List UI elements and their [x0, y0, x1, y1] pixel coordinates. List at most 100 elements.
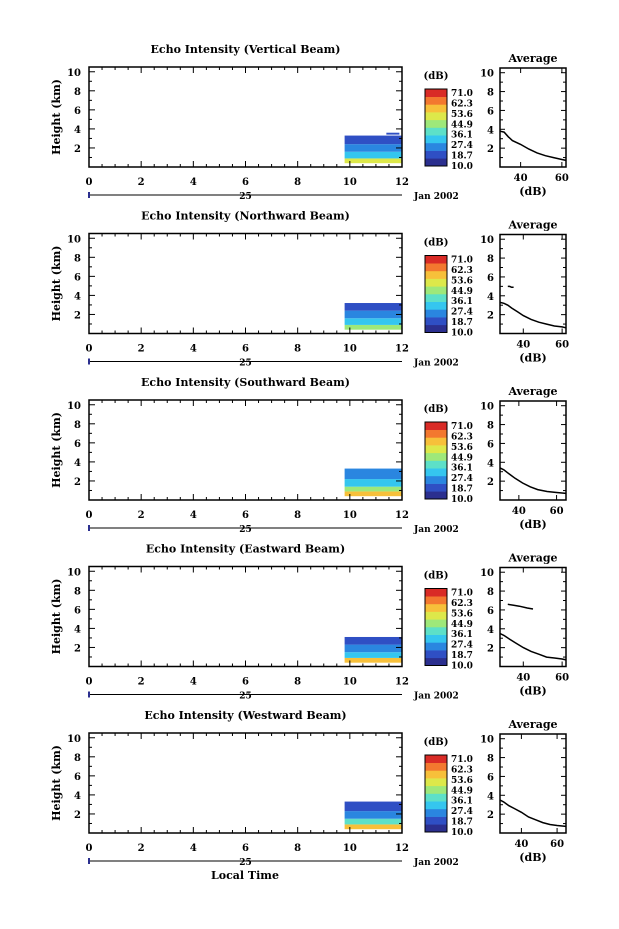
- colorbar-segment: [425, 824, 447, 833]
- colorbar-segment: [425, 491, 447, 500]
- x-tick-label: 10: [343, 677, 357, 688]
- profile-x-label: (dB): [519, 518, 546, 531]
- y-tick-label: 8: [74, 420, 81, 431]
- x-tick-label: 10: [343, 843, 357, 854]
- colorbar-segment: [425, 475, 447, 484]
- panel-title: Echo Intensity (Northward Beam): [141, 210, 350, 223]
- colorbar-tick-label: 71.0: [451, 589, 473, 599]
- colorbar-tick-label: 71.0: [451, 422, 473, 432]
- profile-frame: [499, 233, 567, 335]
- heatmap-cell: [344, 818, 402, 825]
- colorbar-tick-label: 62.3: [451, 432, 473, 442]
- colorbar-segment: [425, 452, 447, 461]
- beam-panel: Echo Intensity (Vertical Beam) 0 2 4 6 8 10 12 2…: [50, 43, 569, 202]
- y-tick-label: 4: [74, 291, 81, 302]
- day-label: 25: [239, 692, 252, 702]
- x-tick-label: 4: [190, 510, 197, 521]
- x-tick-label: 8: [294, 344, 301, 355]
- colorbar-segment: [425, 650, 447, 659]
- profile-title: Average: [507, 552, 557, 565]
- x-tick-label: 2: [138, 344, 145, 355]
- colorbar-tick-label: 44.9: [451, 620, 473, 630]
- profile-y-tick-label: 6: [487, 273, 494, 284]
- x-tick-label: 2: [138, 510, 145, 521]
- y-tick-label: 8: [74, 753, 81, 764]
- profile-title: Average: [507, 52, 557, 65]
- profile-x-tick-label: 60: [550, 506, 564, 517]
- x-tick-label: 0: [86, 677, 93, 688]
- colorbar-segment: [425, 437, 447, 446]
- date-label: Jan 2002: [413, 192, 459, 202]
- x-tick-label: 12: [395, 510, 409, 521]
- heatmap-cell: [344, 135, 402, 145]
- colorbar-unit: (dB): [424, 71, 449, 82]
- profile-y-tick-label: 10: [480, 69, 494, 80]
- y-tick-label: 4: [74, 125, 81, 136]
- colorbar-tick-label: 71.0: [451, 755, 473, 765]
- profile-frame: [499, 566, 567, 668]
- x-tick-label: 4: [190, 677, 197, 688]
- colorbar-tick-label: 10.0: [451, 662, 473, 672]
- panel-title: Echo Intensity (Vertical Beam): [150, 43, 340, 56]
- colorbar-segment: [425, 89, 447, 97]
- y-tick-label: 10: [67, 401, 81, 412]
- profile-x-tick-label: 40: [516, 340, 530, 351]
- day-label: 25: [239, 858, 252, 868]
- profile-x-tick-label: 40: [514, 839, 528, 850]
- colorbar-segment: [425, 801, 447, 810]
- x-tick-label: 8: [294, 510, 301, 521]
- colorbar-tick-label: 27.4: [451, 141, 473, 151]
- heatmap-cell: [344, 479, 402, 487]
- profile-y-tick-label: 4: [487, 125, 494, 136]
- profile-y-tick-label: 10: [480, 235, 494, 246]
- colorbar-frame: [424, 588, 448, 666]
- x-tick-label: 0: [86, 177, 93, 188]
- colorbar-segment: [425, 324, 447, 333]
- profile-y-tick-label: 10: [480, 402, 494, 413]
- colorbar-unit: (dB): [424, 571, 449, 582]
- colorbar-tick-label: 53.6: [451, 276, 473, 286]
- colorbar-segment: [425, 793, 447, 802]
- heatmap-cell: [344, 468, 402, 480]
- colorbar-tick-label: 27.4: [451, 641, 473, 651]
- profile-frame: [499, 67, 567, 168]
- heatmap-cell: [344, 151, 402, 159]
- profile-line: [499, 467, 567, 495]
- colorbar-segment: [425, 96, 447, 105]
- x-tick-label: 2: [138, 843, 145, 854]
- colorbar-segment: [425, 627, 447, 635]
- y-tick-label: 2: [74, 810, 81, 821]
- profile-y-tick-label: 8: [487, 587, 494, 598]
- y-tick-label: 6: [74, 439, 81, 450]
- profile-title: Average: [507, 219, 557, 232]
- x-tick-label: 6: [242, 510, 249, 521]
- profile-y-tick-label: 2: [487, 477, 494, 488]
- colorbar-segment: [425, 286, 447, 295]
- profile-x-label: (dB): [519, 352, 546, 365]
- colorbar-segment: [425, 778, 447, 787]
- colorbar-segment: [425, 104, 447, 113]
- y-tick-label: 8: [74, 253, 81, 264]
- x-tick-label: 12: [395, 677, 409, 688]
- colorbar-tick-label: 71.0: [451, 256, 473, 266]
- x-tick-label: 8: [294, 843, 301, 854]
- heatmap-cell: [344, 657, 402, 663]
- profile-frame: [499, 733, 567, 834]
- colorbar-tick-label: 27.4: [451, 807, 473, 817]
- profile-line: [499, 632, 567, 661]
- heatmap-cell: [344, 491, 402, 497]
- y-tick-label: 6: [74, 772, 81, 783]
- colorbar-tick-label: 36.1: [451, 630, 473, 640]
- x-tick-label: 12: [395, 177, 409, 188]
- profile-y-tick-label: 4: [487, 625, 494, 636]
- colorbar-segment: [425, 278, 447, 287]
- colorbar-tick-label: 10.0: [451, 162, 473, 172]
- colorbar-tick-label: 53.6: [451, 443, 473, 453]
- profile-y-tick-label: 2: [487, 810, 494, 821]
- x-tick-label: 6: [242, 843, 249, 854]
- profile-frame: [499, 400, 567, 501]
- y-tick-label: 10: [67, 567, 81, 578]
- colorbar-tick-label: 36.1: [451, 131, 473, 141]
- y-tick-label: 6: [74, 605, 81, 616]
